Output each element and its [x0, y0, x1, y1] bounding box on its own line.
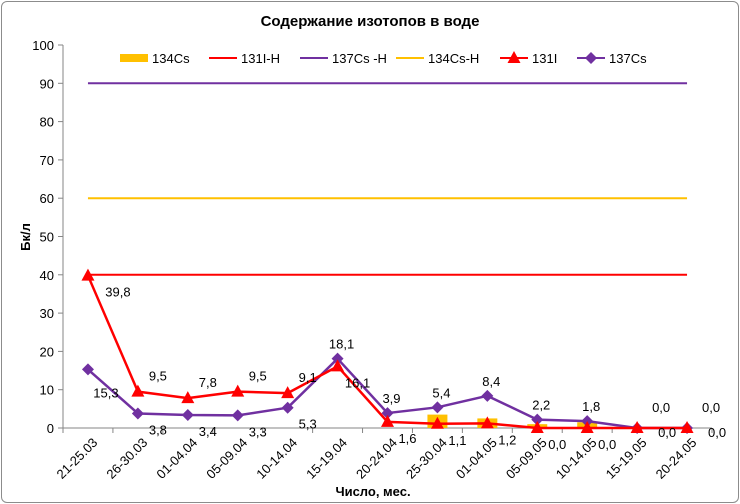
data-label-131i: 9,1 — [299, 370, 317, 385]
y-tick-label: 60 — [40, 191, 54, 206]
x-tick-label: 05-09.04 — [203, 435, 250, 482]
x-tick-label: 15-19.04 — [303, 435, 350, 482]
data-label-137cs: 3,3 — [249, 424, 267, 439]
data-label-131i: 0,0 — [598, 437, 616, 452]
x-tick-label: 26-30.03 — [103, 435, 150, 482]
triangle-marker — [530, 421, 544, 433]
y-tick-label: 0 — [47, 421, 54, 436]
x-tick-label: 10-14.04 — [253, 435, 300, 482]
legend-item: 134Cs-H — [396, 51, 479, 66]
triangle-marker — [131, 384, 145, 397]
legend-item: 131I — [500, 51, 557, 66]
data-label-131i: 0,0 — [658, 425, 676, 440]
y-axis-title: Бк/л — [18, 223, 33, 251]
diamond-marker — [131, 407, 144, 420]
diamond-marker — [81, 363, 94, 376]
data-label-137cs: 3,9 — [382, 391, 400, 406]
diamond-marker — [231, 409, 244, 422]
legend-label: 131I — [532, 51, 557, 66]
triangle-marker — [430, 416, 444, 429]
triangle-marker — [231, 384, 245, 397]
data-label-131i: 7,8 — [199, 375, 217, 390]
data-label-131i: 16,1 — [345, 375, 370, 390]
data-label-131i: 0,0 — [548, 437, 566, 452]
triangle-marker — [507, 51, 521, 63]
x-tick-label: 20-24.05 — [653, 435, 700, 482]
y-tick-label: 100 — [32, 38, 54, 53]
diamond-marker — [531, 413, 544, 426]
diamond-marker — [331, 352, 344, 365]
y-tick-label: 70 — [40, 153, 54, 168]
x-tick-label: 21-25.03 — [54, 435, 101, 482]
triangle-marker — [331, 359, 345, 372]
limit-lines — [87, 82, 688, 276]
triangle-marker — [480, 416, 494, 429]
data-label-137cs: 5,4 — [432, 385, 450, 400]
legend-item: 134Cs — [120, 51, 190, 66]
triangle-marker — [381, 414, 394, 427]
x-tick-label: 01-04.04 — [153, 435, 200, 482]
data-label-137cs: 18,1 — [329, 337, 354, 352]
y-tick-label: 80 — [40, 115, 54, 130]
legend-label: 131I-H — [241, 51, 280, 66]
data-label-137cs: 5,3 — [299, 417, 317, 432]
y-tick-label: 30 — [40, 306, 54, 321]
legend-label: 137Cs — [609, 51, 647, 66]
triangle-marker — [81, 268, 95, 281]
line-series — [81, 268, 694, 434]
y-tick-label: 90 — [40, 76, 54, 91]
y-tick-label: 50 — [40, 230, 54, 245]
chart-title: Содержание изотопов в воде — [261, 13, 480, 30]
triangle-marker — [580, 421, 594, 433]
legend: 134Cs 131I-H 137Cs -H 134Cs-H 131I 137Cs — [120, 51, 647, 66]
data-label-131i: 1,6 — [398, 431, 416, 446]
data-label-131i: 1,2 — [498, 432, 516, 447]
data-label-131i: 1,1 — [448, 433, 466, 448]
data-label-137cs: 3,4 — [199, 424, 217, 439]
x-tick-label: 20-24.04 — [353, 435, 400, 482]
legend-label: 137Cs -H — [332, 51, 387, 66]
y-tick-label: 40 — [40, 268, 54, 283]
triangle-marker — [680, 421, 694, 433]
diamond-marker — [431, 401, 444, 414]
triangle-marker — [281, 386, 295, 399]
data-labels: 39,8 15,3 9,5 3,8 7,8 3,4 9,5 3,3 9,1 5,3 16,1 18,1… — [93, 285, 726, 452]
data-label-131i: 0,0 — [708, 425, 726, 440]
legend-item: 137Cs -H — [300, 51, 387, 66]
legend-label: 134Cs — [152, 51, 190, 66]
legend-item: 131I-H — [209, 51, 280, 66]
diamond-marker — [281, 401, 294, 414]
data-label-137cs: 2,2 — [532, 398, 550, 413]
data-label-137cs: 0,0 — [702, 400, 720, 415]
diamond-marker — [481, 389, 494, 402]
diamond-marker — [381, 407, 394, 420]
data-label-137cs: 8,4 — [482, 374, 500, 389]
data-label-137cs: 1,8 — [582, 399, 600, 414]
diamond-marker — [181, 408, 194, 421]
data-label-137cs: 0,0 — [652, 400, 670, 415]
triangle-marker — [630, 421, 644, 433]
data-label-131i: 9,5 — [249, 369, 267, 384]
triangle-marker — [181, 391, 195, 404]
y-tick-label: 10 — [40, 383, 54, 398]
data-label-137cs: 3,8 — [149, 422, 167, 437]
legend-label: 134Cs-H — [428, 51, 479, 66]
legend-item: 137Cs — [577, 51, 647, 66]
legend-swatch-bar — [120, 54, 148, 62]
data-label-131i: 39,8 — [105, 285, 130, 300]
data-label-131i: 9,5 — [149, 369, 167, 384]
data-label-137cs: 15,3 — [93, 385, 118, 400]
x-axis-title: Число, мес. — [335, 484, 410, 499]
y-tick-label: 20 — [40, 344, 54, 359]
diamond-marker — [585, 52, 597, 64]
